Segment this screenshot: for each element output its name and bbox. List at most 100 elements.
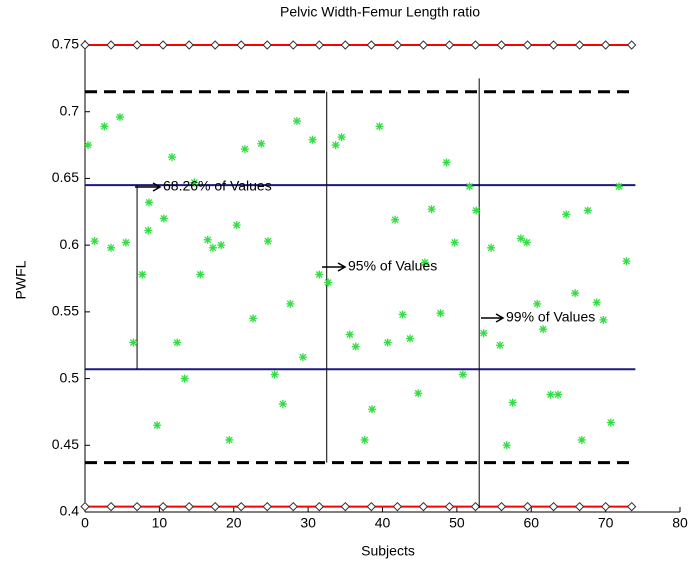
diamond-marker bbox=[106, 40, 116, 50]
diamond-marker bbox=[418, 40, 429, 50]
data-point bbox=[450, 238, 459, 247]
diamond-marker bbox=[522, 501, 533, 512]
data-point bbox=[225, 435, 234, 444]
diamond-marker bbox=[184, 40, 194, 50]
data-point bbox=[465, 182, 474, 191]
diamond-marker bbox=[548, 501, 559, 512]
annotation-arrow bbox=[322, 262, 347, 272]
y-tick-label: 0.65 bbox=[52, 169, 79, 185]
data-point bbox=[115, 113, 124, 122]
data-point bbox=[458, 370, 467, 379]
x-tick-label: 20 bbox=[226, 515, 242, 531]
data-point bbox=[208, 243, 217, 252]
diamond-marker bbox=[236, 40, 246, 50]
diamond-marker bbox=[210, 501, 220, 512]
diamond-marker bbox=[548, 40, 559, 50]
diamond-marker bbox=[288, 40, 298, 50]
diamond-marker bbox=[106, 501, 116, 512]
data-point bbox=[173, 338, 182, 347]
diamond-marker bbox=[444, 501, 455, 512]
data-point bbox=[144, 198, 153, 207]
data-point bbox=[479, 329, 488, 338]
annotation-arrow bbox=[481, 313, 505, 323]
data-point bbox=[345, 330, 354, 339]
diamond-marker bbox=[626, 501, 637, 512]
data-point bbox=[232, 221, 241, 230]
diamond-marker bbox=[392, 40, 403, 50]
x-tick-label: 10 bbox=[152, 515, 168, 531]
x-tick-label: 0 bbox=[81, 515, 89, 531]
y-tick-label: 0.5 bbox=[60, 369, 80, 385]
y-tick-label: 0.45 bbox=[52, 436, 79, 452]
data-point bbox=[121, 238, 130, 247]
diamond-marker bbox=[210, 40, 220, 50]
diamond-marker bbox=[262, 501, 272, 512]
data-point bbox=[508, 398, 517, 407]
data-point bbox=[391, 215, 400, 224]
y-tick-label: 0.55 bbox=[52, 303, 79, 319]
diamond-marker bbox=[574, 501, 585, 512]
diamond-marker bbox=[236, 501, 246, 512]
diamond-marker bbox=[470, 40, 481, 50]
data-point bbox=[144, 226, 153, 235]
data-point bbox=[554, 390, 563, 399]
data-point bbox=[583, 206, 592, 215]
annotation-arrow bbox=[135, 182, 162, 192]
data-point bbox=[592, 298, 601, 307]
data-point bbox=[270, 370, 279, 379]
y-tick-label: 0.7 bbox=[60, 102, 80, 118]
chart-title: Pelvic Width-Femur Length ratio bbox=[280, 4, 480, 20]
diamond-marker bbox=[496, 40, 507, 50]
data-point bbox=[360, 435, 369, 444]
data-point bbox=[240, 145, 249, 154]
x-tick-label: 60 bbox=[523, 515, 539, 531]
data-point bbox=[217, 241, 226, 250]
diamond-marker bbox=[392, 501, 403, 512]
data-point bbox=[153, 421, 162, 430]
data-point bbox=[315, 270, 324, 279]
data-point bbox=[278, 399, 287, 408]
diamond-marker bbox=[314, 40, 324, 50]
data-point bbox=[398, 310, 407, 319]
diamond-marker bbox=[600, 501, 611, 512]
diamond-marker bbox=[132, 40, 142, 50]
data-point bbox=[292, 117, 301, 126]
data-point bbox=[427, 205, 436, 214]
annotation: 68.26% of Values bbox=[163, 178, 272, 194]
data-point bbox=[546, 390, 555, 399]
data-point bbox=[577, 435, 586, 444]
x-tick-label: 50 bbox=[449, 515, 465, 531]
data-point bbox=[298, 353, 307, 362]
y-axis-label: PWFL bbox=[13, 260, 29, 299]
data-point bbox=[496, 341, 505, 350]
diamond-marker bbox=[340, 501, 351, 512]
diamond-marker bbox=[288, 501, 298, 512]
data-point bbox=[159, 214, 168, 223]
data-point bbox=[414, 389, 423, 398]
data-point bbox=[606, 418, 615, 427]
data-point bbox=[308, 135, 317, 144]
data-point bbox=[180, 374, 189, 383]
data-point bbox=[90, 237, 99, 246]
data-point bbox=[190, 178, 199, 187]
x-tick-label: 30 bbox=[300, 515, 316, 531]
x-tick-label: 40 bbox=[375, 515, 391, 531]
diamond-marker bbox=[574, 40, 585, 50]
data-point bbox=[420, 258, 429, 267]
data-point bbox=[129, 338, 138, 347]
diamond-marker bbox=[626, 40, 637, 50]
diamond-marker bbox=[366, 501, 377, 512]
diamond-marker bbox=[184, 501, 194, 512]
y-tick-label: 0.6 bbox=[60, 236, 80, 252]
y-tick-label: 0.4 bbox=[60, 503, 80, 519]
data-point bbox=[196, 270, 205, 279]
data-point bbox=[368, 405, 377, 414]
data-point bbox=[337, 133, 346, 142]
diamond-marker bbox=[470, 501, 481, 512]
data-point bbox=[406, 334, 415, 343]
data-point bbox=[375, 122, 384, 131]
x-tick-label: 70 bbox=[598, 515, 614, 531]
data-point bbox=[615, 182, 624, 191]
x-axis-label: Subjects bbox=[361, 543, 415, 559]
data-point bbox=[168, 153, 177, 162]
